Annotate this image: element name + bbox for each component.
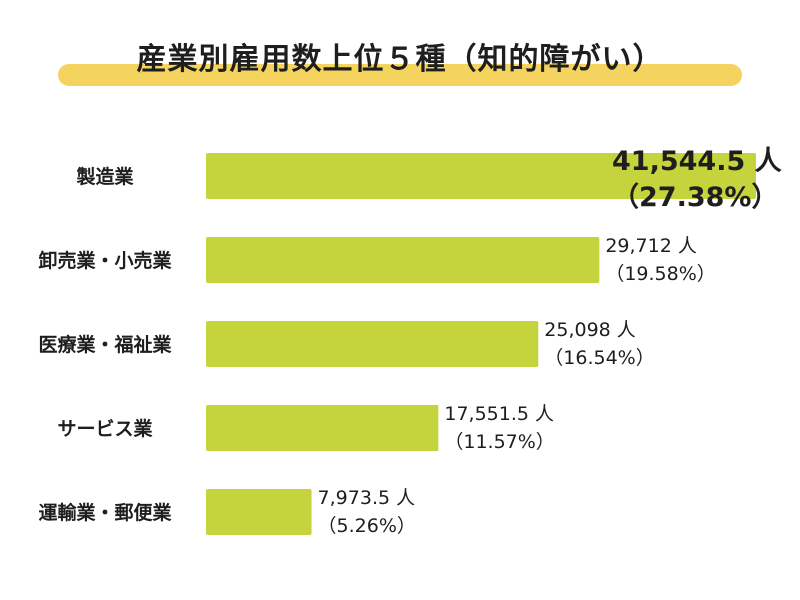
- value-label: 25,098 人: [544, 319, 636, 341]
- percent-label: （27.38%）: [612, 182, 778, 213]
- category-label: サービス業: [57, 417, 153, 440]
- bar: [206, 489, 312, 535]
- chart-title: 産業別雇用数上位５種（知的障がい）: [136, 42, 664, 77]
- percent-label: （16.54%）: [544, 347, 654, 369]
- category-label: 卸売業・小売業: [38, 249, 172, 272]
- value-label: 7,973.5 人: [318, 487, 416, 509]
- value-label: 41,544.5 人: [612, 146, 782, 177]
- percent-label: （11.57%）: [444, 431, 554, 453]
- bar: [206, 237, 600, 283]
- percent-label: （5.26%）: [318, 515, 416, 537]
- percent-label: （19.58%）: [605, 263, 715, 285]
- bar: [206, 405, 439, 451]
- value-label: 17,551.5 人: [444, 403, 554, 425]
- bar: [206, 153, 756, 199]
- title-highlight-bar: [58, 64, 742, 86]
- category-label: 製造業: [75, 165, 134, 188]
- category-label: 運輸業・郵便業: [38, 501, 172, 524]
- category-label: 医療業・福祉業: [38, 333, 172, 356]
- bar: [206, 321, 539, 367]
- value-label: 29,712 人: [605, 235, 697, 257]
